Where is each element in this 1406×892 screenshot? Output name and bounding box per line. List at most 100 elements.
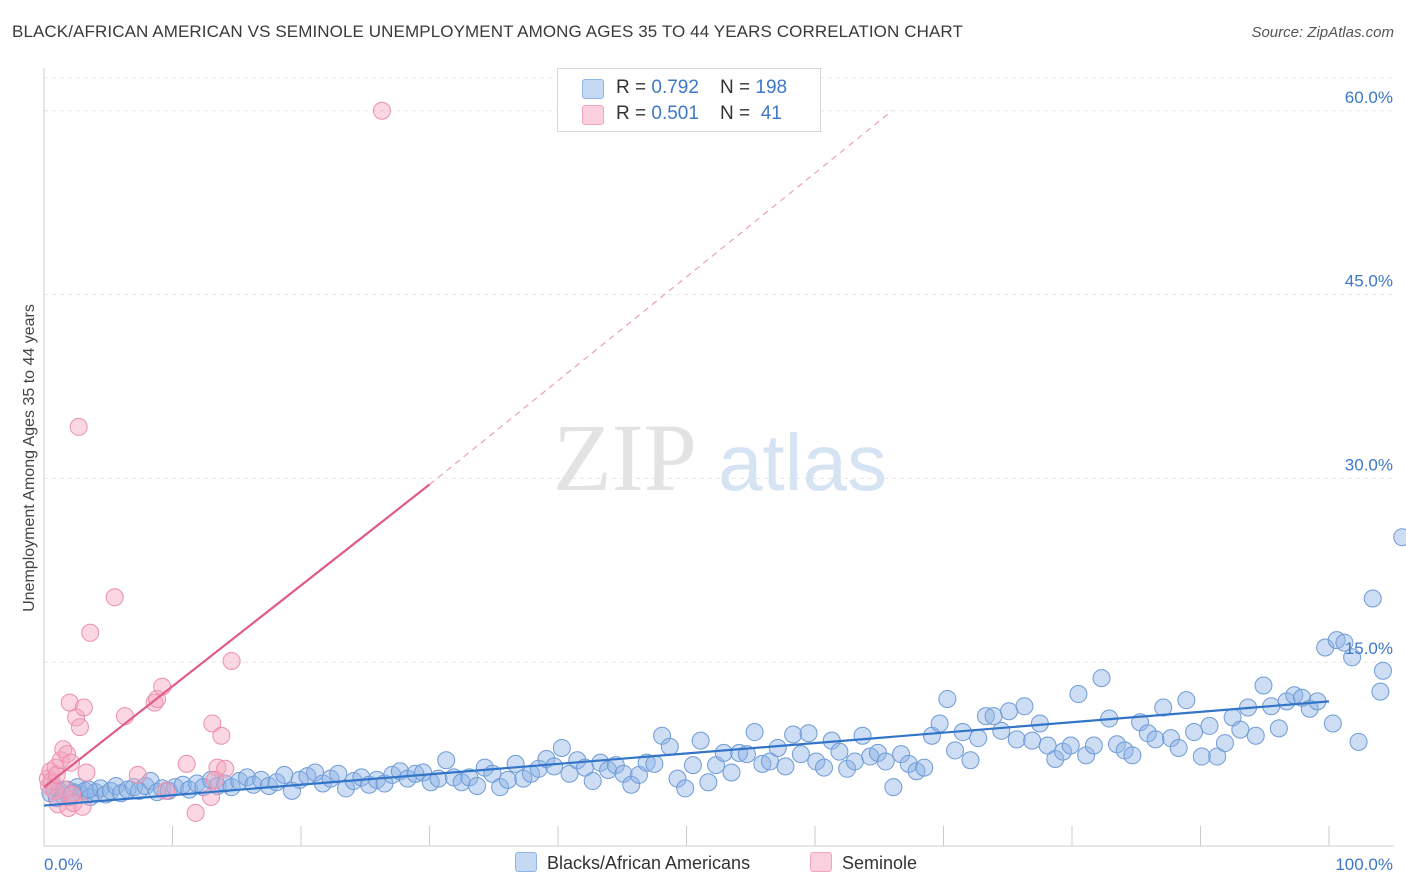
y-tick-labels: 15.0% 30.0% 45.0% 60.0% <box>1345 88 1393 658</box>
data-point <box>186 803 205 822</box>
legend-n-value: 198 <box>755 77 788 98</box>
data-point <box>1393 528 1406 547</box>
data-point <box>1000 702 1019 721</box>
data-point <box>1215 734 1234 753</box>
data-point <box>714 743 733 762</box>
bottom-legend-label-blacks: Blacks/African Americans <box>547 853 751 873</box>
data-point <box>1038 736 1057 755</box>
data-point <box>683 756 702 775</box>
data-point <box>414 763 433 782</box>
bottom-legend-swatch-pink <box>810 852 832 872</box>
bottom-legend-swatch-blue <box>515 852 537 872</box>
data-point <box>91 779 110 798</box>
data-point <box>1246 726 1265 745</box>
bottom-legend-seminole: Seminole <box>810 852 917 874</box>
data-point <box>1177 691 1196 710</box>
y-tick-label: 30.0% <box>1345 455 1393 474</box>
data-point <box>1335 633 1354 652</box>
data-point <box>976 707 995 726</box>
y-tick-label: 15.0% <box>1345 639 1393 658</box>
legend-n-label: N = <box>720 103 756 124</box>
bottom-legend-label-seminole: Seminole <box>842 853 918 873</box>
data-point <box>1123 746 1142 765</box>
data-point <box>1046 749 1065 768</box>
data-point <box>372 101 391 120</box>
bottom-legend-blacks: Blacks/African Americans <box>515 852 750 874</box>
data-point <box>498 770 517 789</box>
data-point <box>660 737 679 756</box>
data-point <box>58 745 77 764</box>
data-point <box>203 714 222 733</box>
data-point <box>568 751 587 770</box>
data-point <box>1069 685 1088 704</box>
data-point <box>238 768 257 787</box>
chart-title: BLACK/AFRICAN AMERICAN VS SEMINOLE UNEMP… <box>12 22 963 41</box>
data-point <box>892 745 911 764</box>
data-point <box>1061 736 1080 755</box>
data-point <box>1269 719 1288 738</box>
series-seminole-points <box>38 101 391 822</box>
correlation-legend: R = 0.792 N = 198 R = 0.501 N = 41 <box>557 68 821 132</box>
data-point <box>69 417 88 436</box>
data-point <box>1343 648 1362 667</box>
source-credit: Source: ZipAtlas.com <box>1251 24 1394 41</box>
legend-swatch-blue <box>582 79 604 99</box>
legend-r-value: 0.501 <box>651 103 699 124</box>
data-point <box>491 778 510 797</box>
data-point <box>216 759 235 778</box>
data-point <box>853 726 872 745</box>
data-point <box>1092 669 1111 688</box>
y-tick-label: 45.0% <box>1345 272 1393 291</box>
data-point <box>352 768 371 787</box>
data-point <box>591 753 610 772</box>
data-point <box>1300 699 1319 718</box>
data-point <box>1015 697 1034 716</box>
data-point <box>437 751 456 770</box>
data-point <box>1077 746 1096 765</box>
data-point <box>105 588 124 607</box>
data-point <box>1161 729 1180 748</box>
data-point <box>1208 747 1227 766</box>
data-point <box>81 623 100 642</box>
data-point <box>768 738 787 757</box>
data-point <box>876 752 895 771</box>
data-point <box>212 726 231 745</box>
data-point <box>992 721 1011 740</box>
trend-line-blacks <box>43 700 1330 807</box>
data-point <box>61 753 80 772</box>
trend-lines <box>43 110 1330 807</box>
data-point <box>722 763 741 782</box>
data-point <box>205 770 224 789</box>
data-point <box>1371 682 1390 701</box>
legend-r-value: 0.792 <box>651 77 699 98</box>
data-point <box>1169 738 1188 757</box>
data-point <box>77 763 96 782</box>
data-point <box>699 773 718 792</box>
data-point <box>645 754 664 773</box>
legend-r-label: R = <box>616 103 652 124</box>
data-point <box>153 677 172 696</box>
data-point <box>899 754 918 773</box>
data-point <box>845 752 864 771</box>
data-point <box>915 758 934 777</box>
data-point <box>115 707 134 726</box>
data-point <box>830 742 849 761</box>
data-point <box>969 729 988 748</box>
watermark-atlas: atlas <box>718 418 887 507</box>
legend-n-value: 41 <box>755 103 782 124</box>
data-point <box>637 753 656 772</box>
data-point <box>745 723 764 742</box>
data-point <box>67 708 86 727</box>
data-point <box>946 741 965 760</box>
data-point <box>537 749 556 768</box>
legend-swatch-pink <box>582 105 604 125</box>
data-point <box>784 725 803 744</box>
data-point <box>814 758 833 777</box>
data-point <box>1373 661 1392 680</box>
data-point <box>552 738 571 757</box>
data-point <box>560 764 579 783</box>
data-point <box>222 651 241 670</box>
data-point <box>545 757 564 776</box>
data-point <box>70 718 89 737</box>
